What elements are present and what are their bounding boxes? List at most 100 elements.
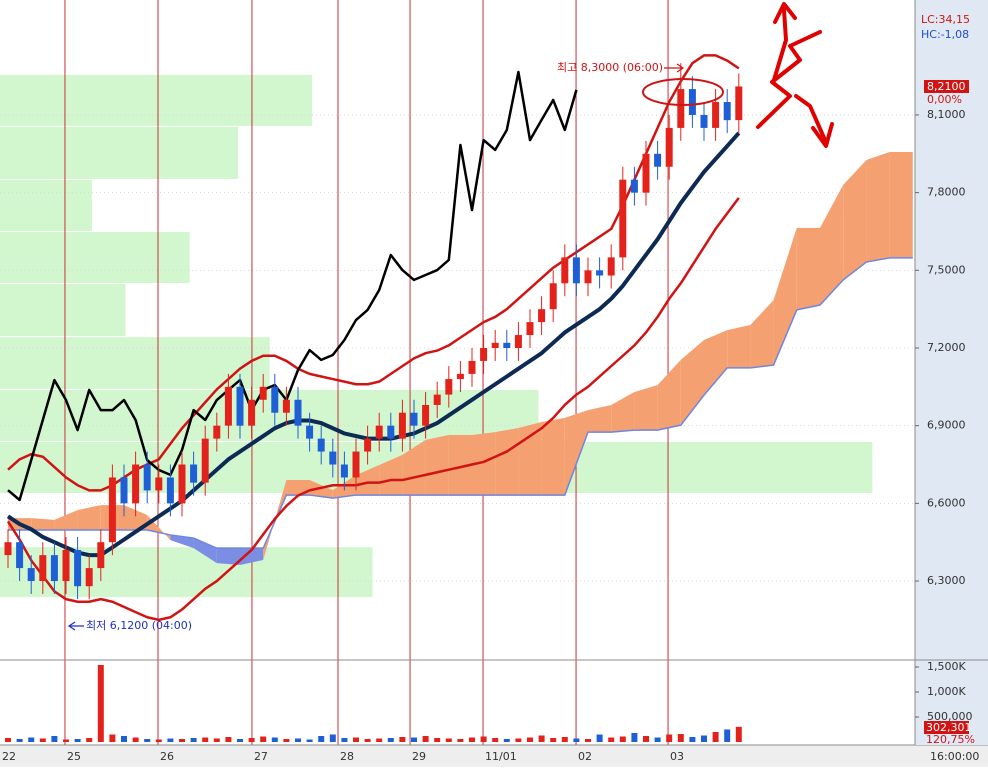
cloud-segment <box>657 359 681 431</box>
volume-bar <box>167 738 174 742</box>
x-axis-band <box>0 745 988 767</box>
y-tick-label: 8,1000 <box>927 108 966 121</box>
volume-bar <box>468 737 475 742</box>
cloud-segment <box>309 480 333 499</box>
y-tick-label: 6,9000 <box>927 419 966 432</box>
cloud-segment <box>773 227 797 366</box>
volume-bar <box>642 736 649 742</box>
y-tick-label: 7,8000 <box>927 186 966 199</box>
candle-body <box>364 438 372 452</box>
cloud-segment <box>703 330 728 396</box>
volume-bar <box>97 665 104 742</box>
volume-bar <box>248 738 255 742</box>
candle-body <box>630 179 638 193</box>
candle-body <box>654 153 662 167</box>
candle-body <box>619 179 627 258</box>
candle-body <box>491 342 499 348</box>
price-box <box>924 80 969 93</box>
volume-tick-label: 1,500K <box>927 660 966 673</box>
profile-bar <box>0 179 92 231</box>
volume-bar <box>445 738 452 742</box>
candle-body <box>213 425 221 439</box>
cloud-segment <box>448 434 472 496</box>
cloud-segment <box>263 480 287 561</box>
x-tick-label: 25 <box>67 750 81 763</box>
candle-body <box>410 412 418 426</box>
candle-body <box>120 477 128 504</box>
indicator-lines <box>6 54 741 622</box>
candle-body <box>132 464 140 504</box>
profile-bar <box>0 337 270 389</box>
volume-bar <box>179 739 186 742</box>
cloud-segment <box>240 548 264 565</box>
volume-bar <box>28 737 35 742</box>
volume-bar <box>689 737 696 742</box>
profile-bar <box>0 231 190 284</box>
candle-body <box>549 283 557 310</box>
cloud-segment <box>77 505 101 531</box>
y-axis-panel <box>915 0 988 745</box>
volume-label: 302,301 <box>926 721 972 734</box>
candle-body <box>735 86 743 121</box>
volume-change-label: 120,75% <box>926 733 975 746</box>
candle-body <box>329 451 337 465</box>
hand-drawn-arrows <box>756 2 834 148</box>
cloud-segment <box>796 227 820 310</box>
cloud-segment <box>611 392 635 433</box>
indicator-line <box>7 70 578 502</box>
axes: 6,3000 6,6000 6,9000 7,2000 7,5000 7,8000 8,10… <box>2 108 973 763</box>
volume-bar <box>457 739 464 742</box>
candle-body <box>422 404 430 426</box>
volume-bar <box>329 734 336 742</box>
candle-body <box>584 270 592 284</box>
y-tick-label: 7,2000 <box>927 341 966 354</box>
volume-bar <box>538 735 545 742</box>
volume-bar <box>515 738 522 742</box>
candle-body <box>352 451 360 478</box>
candle-body <box>712 102 720 128</box>
volume-bar <box>295 738 302 742</box>
volume-bar <box>411 737 418 742</box>
volume-bar <box>271 737 278 742</box>
volume-bar <box>387 738 394 742</box>
candle-body <box>201 438 209 483</box>
cloud-segment <box>402 439 426 496</box>
candle-body <box>456 373 464 380</box>
cloud-segment <box>727 324 751 368</box>
low-annotation: 최저 6,1200 (04:00) <box>86 619 192 632</box>
candle-body <box>445 379 453 395</box>
candle-body <box>572 257 580 284</box>
candles <box>4 63 743 600</box>
candle-body <box>642 153 650 193</box>
volume-bar <box>132 737 139 742</box>
candle-body <box>538 309 546 323</box>
volume-bar <box>503 739 510 742</box>
volume-tick-label: 1,000K <box>927 685 966 698</box>
y-tick-label: 7,5000 <box>927 263 966 276</box>
candle-body <box>700 114 708 128</box>
candle-body <box>50 555 58 582</box>
cloud-segment <box>819 184 844 306</box>
volume-bar <box>619 736 626 742</box>
x-tick-label: 22 <box>2 750 16 763</box>
low-arrow <box>67 621 84 631</box>
candle-body <box>224 386 232 426</box>
volume-bar <box>318 736 325 742</box>
x-tick-label: 11/01 <box>485 750 517 763</box>
volume-bar <box>735 726 742 742</box>
candle-body <box>166 477 174 504</box>
candle-body <box>178 464 186 504</box>
cloud-segment <box>124 505 148 531</box>
candle-body <box>387 425 395 439</box>
cloud-segment <box>54 510 78 531</box>
volume-bar <box>608 737 615 742</box>
candle-body <box>514 335 522 348</box>
cloud-segment <box>425 434 449 496</box>
volume-bar <box>63 739 70 742</box>
candle-body <box>688 89 696 115</box>
candle-body <box>236 386 244 426</box>
candle-body <box>398 412 406 439</box>
y-tick-label: 6,6000 <box>927 496 966 509</box>
cloud-segment <box>843 160 867 280</box>
